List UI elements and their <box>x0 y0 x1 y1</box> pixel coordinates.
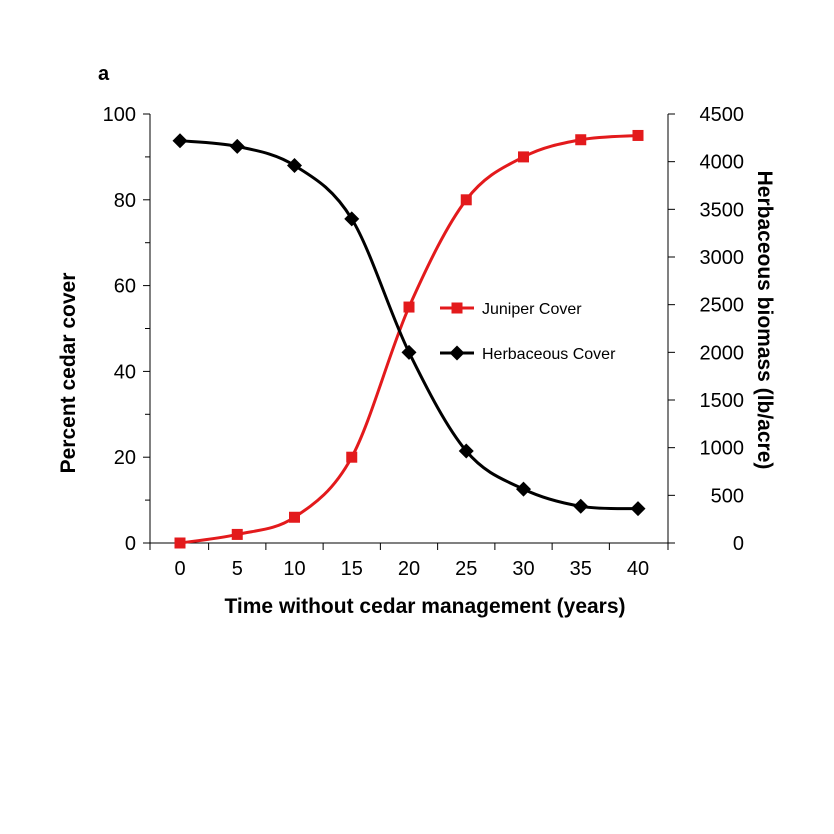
legend: Juniper Cover Herbaceous Cover <box>440 301 616 363</box>
x-tick-label: 0 <box>174 558 185 580</box>
x-tick-label: 35 <box>570 558 592 580</box>
x-tick-label: 15 <box>341 558 363 580</box>
data-point-square <box>575 134 587 146</box>
data-point-diamond <box>401 344 417 360</box>
axes: 0 5 10 15 20 25 30 35 40020406080100050010001500… <box>103 104 744 580</box>
y-left-tick-label: 100 <box>103 104 136 126</box>
data-point-square <box>518 151 529 163</box>
x-tick-label: 25 <box>455 558 477 580</box>
legend-item: Juniper Cover <box>440 301 582 318</box>
series-line <box>179 139 639 511</box>
y-left-tick-label: 60 <box>114 276 136 298</box>
y-left-tick-label: 0 <box>125 533 136 555</box>
legend-marker <box>449 345 465 361</box>
series-herbaceous-cover <box>172 133 646 517</box>
data-point-diamond <box>344 211 360 227</box>
y-right-tick-label: 4000 <box>700 152 745 174</box>
data-point-diamond <box>573 498 589 514</box>
y-right-tick-label: 1500 <box>700 390 745 412</box>
data-point-square <box>346 451 358 463</box>
data-point-square <box>174 537 186 549</box>
x-tick-label: 20 <box>398 558 420 580</box>
y-left-tick-label: 40 <box>114 361 136 383</box>
y-left-tick-label: 20 <box>114 447 136 469</box>
legend-label: Juniper Cover <box>482 301 582 318</box>
data-point-square <box>403 301 415 313</box>
data-point-diamond <box>172 133 188 149</box>
x-axis-title: Time without cedar management (years) <box>224 595 625 618</box>
legend-item: Herbaceous Cover <box>440 345 616 363</box>
data-point-diamond <box>458 443 474 459</box>
series-line <box>179 133 639 545</box>
y-right-tick-label: 3000 <box>700 247 745 269</box>
x-tick-label: 30 <box>512 558 534 580</box>
y-left-tick-label: 80 <box>114 190 136 212</box>
legend-label: Herbaceous Cover <box>482 346 616 363</box>
y-right-tick-label: 4500 <box>700 104 745 126</box>
y-right-tick-label: 500 <box>711 485 744 507</box>
panel-label: a <box>98 63 110 85</box>
data-point-square <box>460 194 472 206</box>
y-right-tick-label: 3500 <box>700 199 745 221</box>
y-right-axis-title: Herbaceous biomass (lb/acre) <box>753 171 776 470</box>
y-left-axis-title: Percent cedar cover <box>57 273 80 474</box>
data-point-diamond <box>516 481 531 497</box>
series-layer <box>172 129 646 549</box>
x-tick-label: 40 <box>627 558 649 580</box>
y-right-tick-label: 2500 <box>700 295 745 317</box>
data-point-diamond <box>630 501 646 517</box>
y-right-tick-label: 1000 <box>700 438 745 460</box>
legend-marker <box>451 302 463 314</box>
data-point-diamond <box>287 157 302 173</box>
y-right-tick-label: 0 <box>733 533 744 555</box>
series-juniper-cover <box>174 129 644 549</box>
y-right-tick-label: 2000 <box>700 342 745 364</box>
x-tick-label: 5 <box>232 558 243 580</box>
x-tick-label: 10 <box>283 558 305 580</box>
data-point-square <box>231 528 243 540</box>
data-point-square <box>289 511 300 523</box>
data-point-square <box>632 129 644 141</box>
data-point-diamond <box>229 138 245 154</box>
